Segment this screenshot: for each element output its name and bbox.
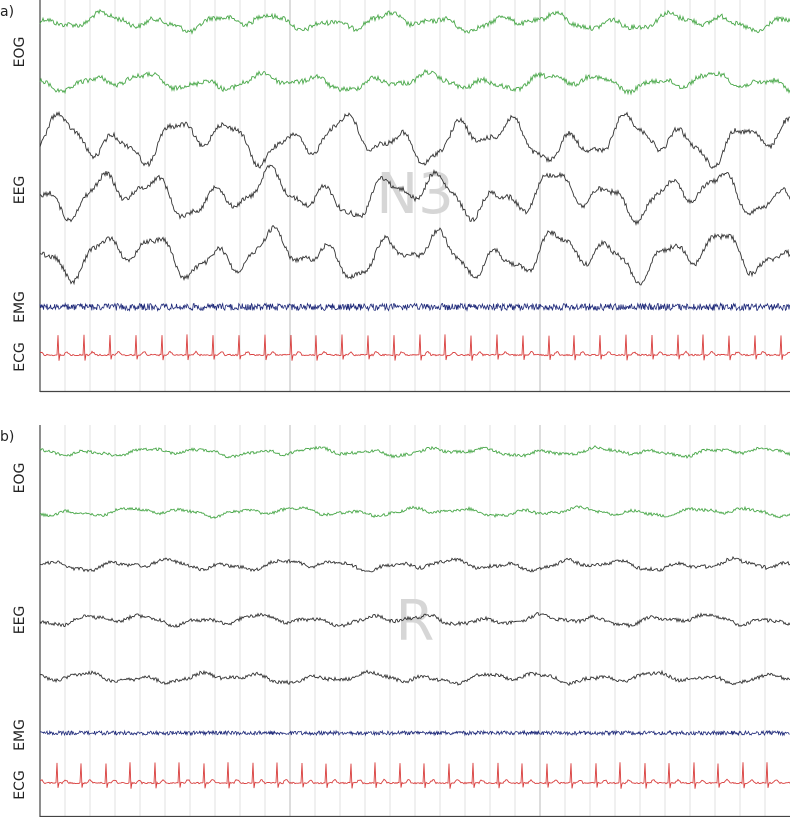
trace <box>39 445 790 459</box>
trace <box>39 68 790 96</box>
trace <box>39 164 790 226</box>
stage-label: N3 <box>376 162 454 227</box>
channel-label: ECG <box>12 770 28 799</box>
trace <box>39 729 790 737</box>
trace <box>39 612 790 629</box>
trace <box>39 224 790 286</box>
channel-label: EEG <box>12 176 28 205</box>
panel-label: b) <box>0 429 14 445</box>
panel: Rb) EOG EEG EMG ECG <box>0 425 790 817</box>
channel-label: EMG <box>12 291 28 323</box>
trace <box>39 556 790 573</box>
trace <box>39 334 790 361</box>
channel-label: EEG <box>12 606 28 635</box>
channel-label: EOG <box>12 463 28 494</box>
trace <box>39 505 790 520</box>
trace <box>39 110 790 169</box>
channel-label: EOG <box>12 37 28 68</box>
trace <box>39 301 790 312</box>
trace <box>39 8 790 35</box>
trace <box>39 762 790 789</box>
channel-label: ECG <box>12 342 28 371</box>
panel: N3 a) EOG EEG EMG ECG <box>0 0 790 393</box>
channel-label: EMG <box>12 719 28 751</box>
stage-label: R <box>396 589 435 654</box>
trace <box>39 669 790 687</box>
panel-label: a) <box>0 4 14 20</box>
